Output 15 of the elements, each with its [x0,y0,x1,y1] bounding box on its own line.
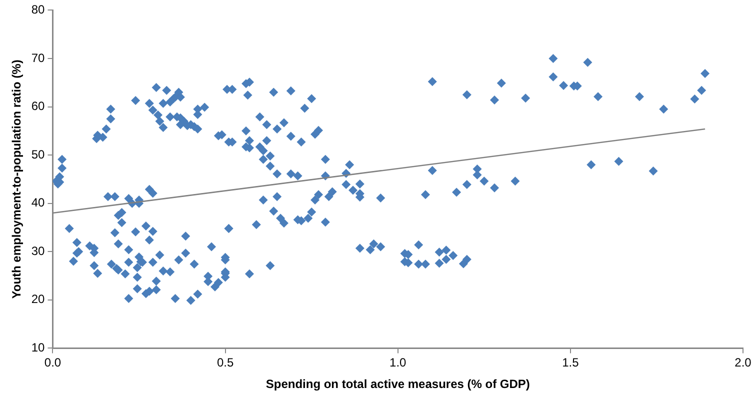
x-tick-label: 1.5 [562,356,580,370]
y-tick-label: 80 [31,2,46,17]
x-axis-title: Spending on total active measures (% of GDP) [266,377,530,392]
x-tick-label: 0.0 [44,356,62,370]
y-tick-label: 60 [31,99,46,114]
y-tick-label: 20 [31,292,46,306]
y-tick-label: 10 [31,340,46,355]
x-tick-label: 2.0 [734,356,752,370]
y-tick-label: 30 [31,244,46,258]
y-axis-title: Youth employment-to-population ratio (%) [10,60,24,299]
x-tick-label: 0.5 [216,356,234,370]
x-tick-label: 1.0 [390,356,407,370]
y-tick-label: 70 [31,50,46,65]
y-tick-label: 40 [31,196,46,210]
y-tick-label: 50 [31,147,46,162]
